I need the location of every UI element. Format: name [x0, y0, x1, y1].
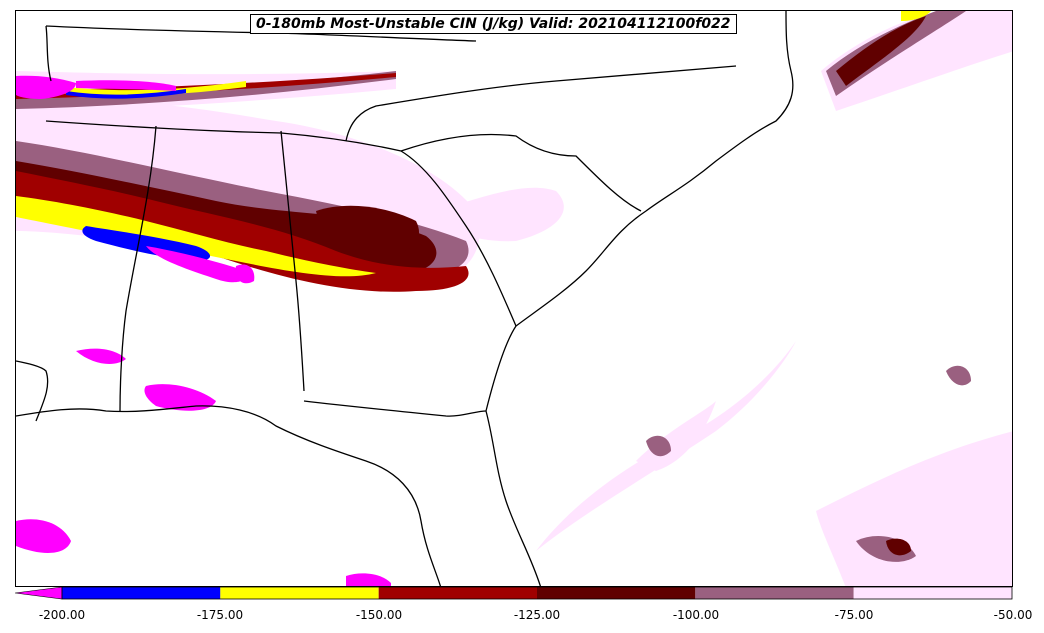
- texas-louisiana-line: [16, 360, 49, 422]
- colorbar-segments: [62, 587, 1012, 599]
- colorbar-tick-label: -125.00: [513, 608, 561, 622]
- colorbar-segment: [853, 587, 1012, 599]
- state-line-ga-fl: [303, 400, 487, 417]
- cin-field: [16, 11, 1012, 586]
- colorbar: [15, 587, 1013, 600]
- florida-east-coast: [485, 410, 542, 586]
- colorbar-segment: [378, 587, 537, 599]
- colorbar-tick-label: -150.00: [355, 608, 403, 622]
- atlantic-coastline: [485, 11, 794, 412]
- state-line-tn-south: [45, 120, 402, 152]
- map-title: 0-180mb Most-Unstable CIN (J/kg) Valid: …: [250, 14, 737, 34]
- state-line-ga-sc: [400, 150, 517, 327]
- state-line-sc-nc: [400, 133, 642, 212]
- colorbar-extend-arrow: [15, 587, 63, 600]
- gulf-coastline: [16, 405, 442, 586]
- map-frame: [15, 10, 1013, 587]
- map-canvas: [16, 11, 1012, 586]
- colorbar-segment: [537, 587, 696, 599]
- boundaries: [16, 11, 794, 586]
- colorbar-tick-label: -200.00: [38, 608, 86, 622]
- colorbar-tick-label: -175.00: [196, 608, 244, 622]
- colorbar-segment: [695, 587, 854, 599]
- colorbar-tick-label: -50.00: [993, 608, 1033, 622]
- state-line-arkansas: [45, 25, 52, 82]
- colorbar-segment: [220, 587, 379, 599]
- state-line-ms-al: [119, 125, 157, 412]
- colorbar-tick-label: -100.00: [672, 608, 720, 622]
- state-line-va-nc: [345, 65, 737, 142]
- state-line-al-ga: [280, 130, 305, 392]
- colorbar-segment: [62, 587, 221, 599]
- colorbar-tick-label: -75.00: [834, 608, 874, 622]
